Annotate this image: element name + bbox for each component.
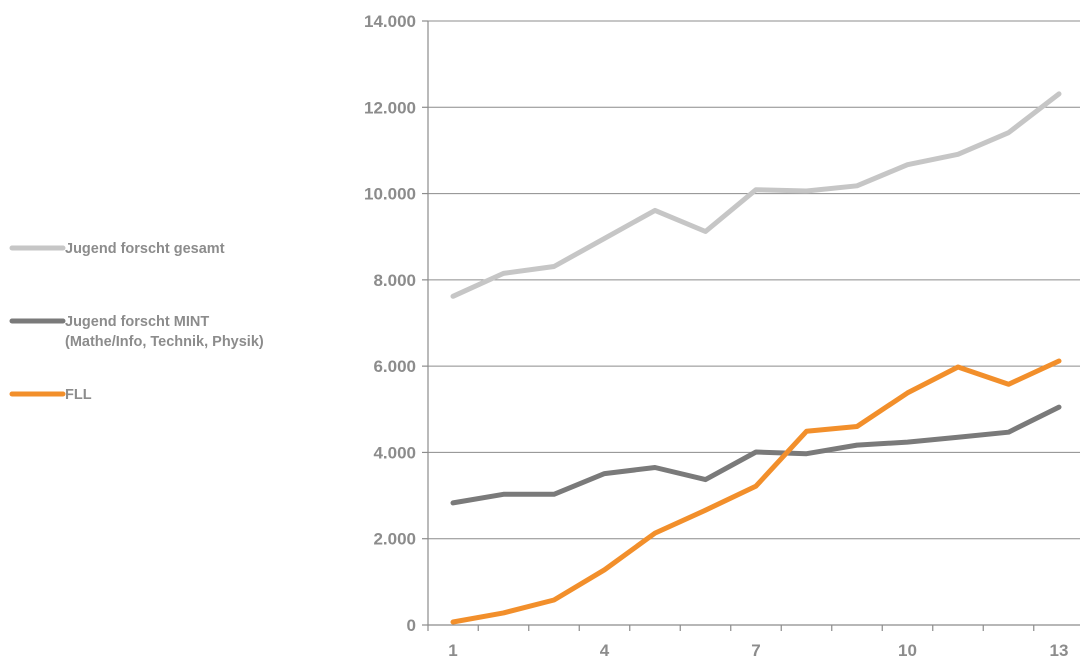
x-tick-label: 13 xyxy=(1050,641,1069,660)
series-line-3 xyxy=(450,358,1062,625)
x-tick-label: 1 xyxy=(448,641,457,660)
y-tick-label: 12.000 xyxy=(364,98,416,117)
series-lines xyxy=(450,91,1062,625)
y-tick-label: 8.000 xyxy=(373,271,416,290)
grid-lines xyxy=(428,20,1080,626)
legend-label: FLL xyxy=(65,387,92,403)
y-tick-label: 0 xyxy=(407,616,416,635)
x-tick-label: 7 xyxy=(751,641,760,660)
axes: 0 2.000 4.000 6.000 8.000 10.000 12.000 14.000 1… xyxy=(364,12,1068,660)
y-tick-label: 6.000 xyxy=(373,357,416,376)
legend-label: Jugend forscht MINT xyxy=(65,314,209,330)
legend-label: Jugend forscht gesamt xyxy=(65,241,225,257)
y-tick-label: 14.000 xyxy=(364,12,416,31)
y-tick-label: 10.000 xyxy=(364,185,416,204)
y-tick-label: 4.000 xyxy=(373,443,416,462)
y-tick-label: 2.000 xyxy=(373,530,416,549)
series-line-2 xyxy=(450,404,1062,506)
series-line-1 xyxy=(450,91,1062,299)
x-tick-label: 10 xyxy=(898,641,917,660)
x-tick-label: 4 xyxy=(600,641,610,660)
legend-label-line2: (Mathe/Info, Technik, Physik) xyxy=(65,334,264,350)
legend: Jugend forscht gesamt Jugend forscht MINT… xyxy=(9,241,264,403)
